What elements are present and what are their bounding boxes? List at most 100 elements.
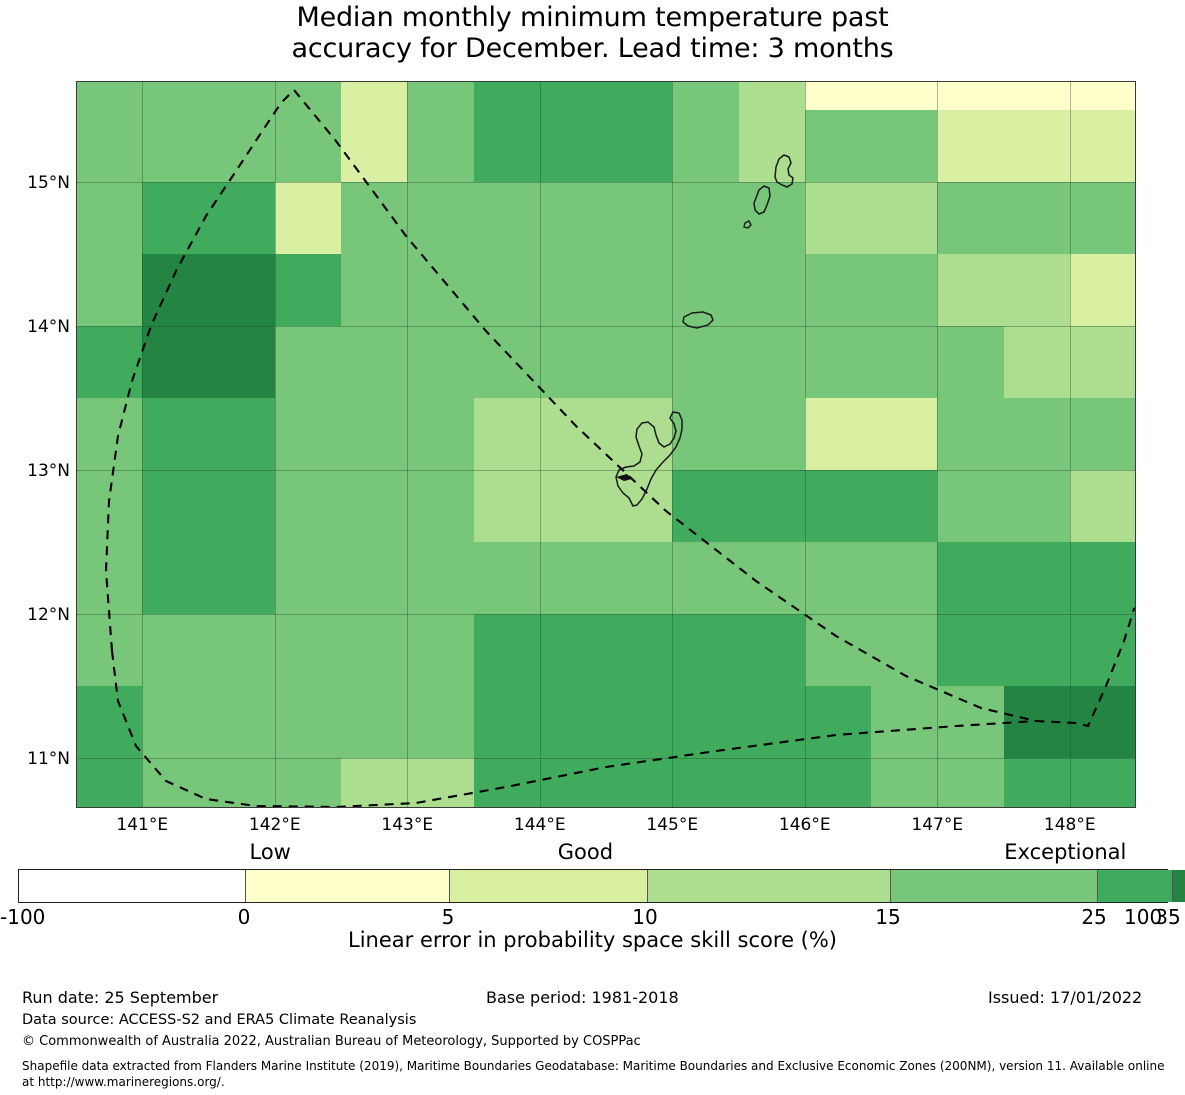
heatmap-cell: [539, 81, 607, 111]
colorbar-tick-label: 15: [875, 905, 901, 929]
heatmap-cell: [473, 109, 541, 183]
colorbar-tick-label: 0: [237, 905, 251, 929]
heatmap-cell: [341, 613, 408, 687]
heatmap-cell: [937, 757, 1005, 808]
heatmap-cell: [341, 397, 408, 471]
colorbar-segment: [646, 870, 891, 902]
heatmap-cell: [804, 757, 872, 808]
issued-date-text: Issued: 17/01/2022: [988, 988, 1143, 1007]
heatmap-cell: [606, 81, 673, 111]
copyright-text: © Commonwealth of Australia 2022, Austra…: [22, 1034, 641, 1049]
heatmap-cell: [274, 469, 342, 543]
heatmap-cell: [407, 181, 475, 255]
heatmap-cell: [1003, 685, 1071, 759]
heatmap-cell: [804, 109, 872, 183]
heatmap-cell: [274, 181, 342, 255]
heatmap-cell: [539, 325, 607, 399]
colorbar-tick-label: -100: [0, 905, 46, 929]
heatmap-cell: [804, 81, 872, 111]
heatmap-cell: [1069, 685, 1136, 759]
heatmap-cell: [738, 81, 806, 111]
heatmap-cell: [738, 613, 806, 687]
heatmap-cell-layer: [76, 81, 1136, 808]
heatmap-cell: [1003, 109, 1071, 183]
heatmap-cell: [1069, 253, 1136, 327]
heatmap-cell: [473, 181, 541, 255]
heatmap-cell: [539, 541, 607, 615]
heatmap-cell: [208, 685, 276, 759]
heatmap-cell: [871, 109, 938, 183]
heatmap-cell: [76, 181, 143, 255]
colorbar-tick-label: 5: [441, 905, 455, 929]
heatmap-cell: [208, 613, 276, 687]
colorbar-segment: [1097, 870, 1172, 902]
heatmap-cell: [937, 81, 1005, 111]
heatmap-cell: [341, 253, 408, 327]
heatmap-cell: [407, 541, 475, 615]
heatmap-cell: [804, 469, 872, 543]
heatmap-cell: [539, 757, 607, 808]
latitude-tick-label: 11°N: [27, 748, 70, 769]
heatmap-cell: [76, 613, 143, 687]
heatmap-cell: [1069, 757, 1136, 808]
heatmap-cell: [142, 181, 210, 255]
heatmap-cell: [473, 541, 541, 615]
heatmap-cell: [208, 109, 276, 183]
heatmap-cell: [738, 253, 806, 327]
heatmap-cell: [539, 181, 607, 255]
heatmap-cell: [274, 253, 342, 327]
heatmap-cell: [208, 181, 276, 255]
heatmap-cell: [606, 181, 673, 255]
heatmap-cell: [738, 469, 806, 543]
heatmap-cell: [871, 685, 938, 759]
heatmap-cell: [142, 757, 210, 808]
heatmap-cell: [208, 397, 276, 471]
heatmap-cell: [1069, 109, 1136, 183]
heatmap-cell: [738, 325, 806, 399]
base-period-text: Base period: 1981-2018: [486, 988, 679, 1007]
heatmap-cell: [539, 469, 607, 543]
heatmap-cell: [606, 253, 673, 327]
heatmap-cell: [871, 757, 938, 808]
heatmap-cell: [274, 541, 342, 615]
heatmap-cell: [142, 397, 210, 471]
heatmap-cell: [76, 541, 143, 615]
heatmap-cell: [539, 253, 607, 327]
heatmap-cell: [142, 253, 210, 327]
heatmap-cell: [142, 469, 210, 543]
heatmap-cell: [804, 397, 872, 471]
heatmap-cell: [804, 181, 872, 255]
heatmap-cell: [407, 325, 475, 399]
heatmap-cell: [1003, 469, 1071, 543]
colorbar-segment: [244, 870, 450, 902]
heatmap-cell: [672, 253, 740, 327]
heatmap-cell: [407, 757, 475, 808]
heatmap-cell: [672, 109, 740, 183]
heatmap-cell: [341, 325, 408, 399]
heatmap-cell: [1003, 81, 1071, 111]
colorbar: [18, 869, 1185, 903]
heatmap-cell: [142, 81, 210, 111]
heatmap-cell: [341, 81, 408, 111]
colorbar-quality-label: Good: [557, 840, 614, 864]
colorbar-segment: [1171, 870, 1185, 902]
heatmap-cell: [76, 325, 143, 399]
heatmap-cell: [606, 685, 673, 759]
heatmap-cell: [76, 469, 143, 543]
longitude-tick-label: 143°E: [381, 815, 434, 835]
heatmap-cell: [606, 325, 673, 399]
data-source-text: Data source: ACCESS-S2 and ERA5 Climate …: [22, 1012, 417, 1028]
heatmap-cell: [208, 81, 276, 111]
heatmap-cell: [1069, 613, 1136, 687]
heatmap-cell: [539, 109, 607, 183]
heatmap-cell: [871, 181, 938, 255]
heatmap-cell: [274, 109, 342, 183]
heatmap-cell: [407, 81, 475, 111]
heatmap-cell: [407, 469, 475, 543]
colorbar-segment: [449, 870, 647, 902]
heatmap-cell: [672, 397, 740, 471]
heatmap-cell: [341, 469, 408, 543]
heatmap-cell: [672, 181, 740, 255]
heatmap-cell: [606, 541, 673, 615]
heatmap-cell: [142, 613, 210, 687]
